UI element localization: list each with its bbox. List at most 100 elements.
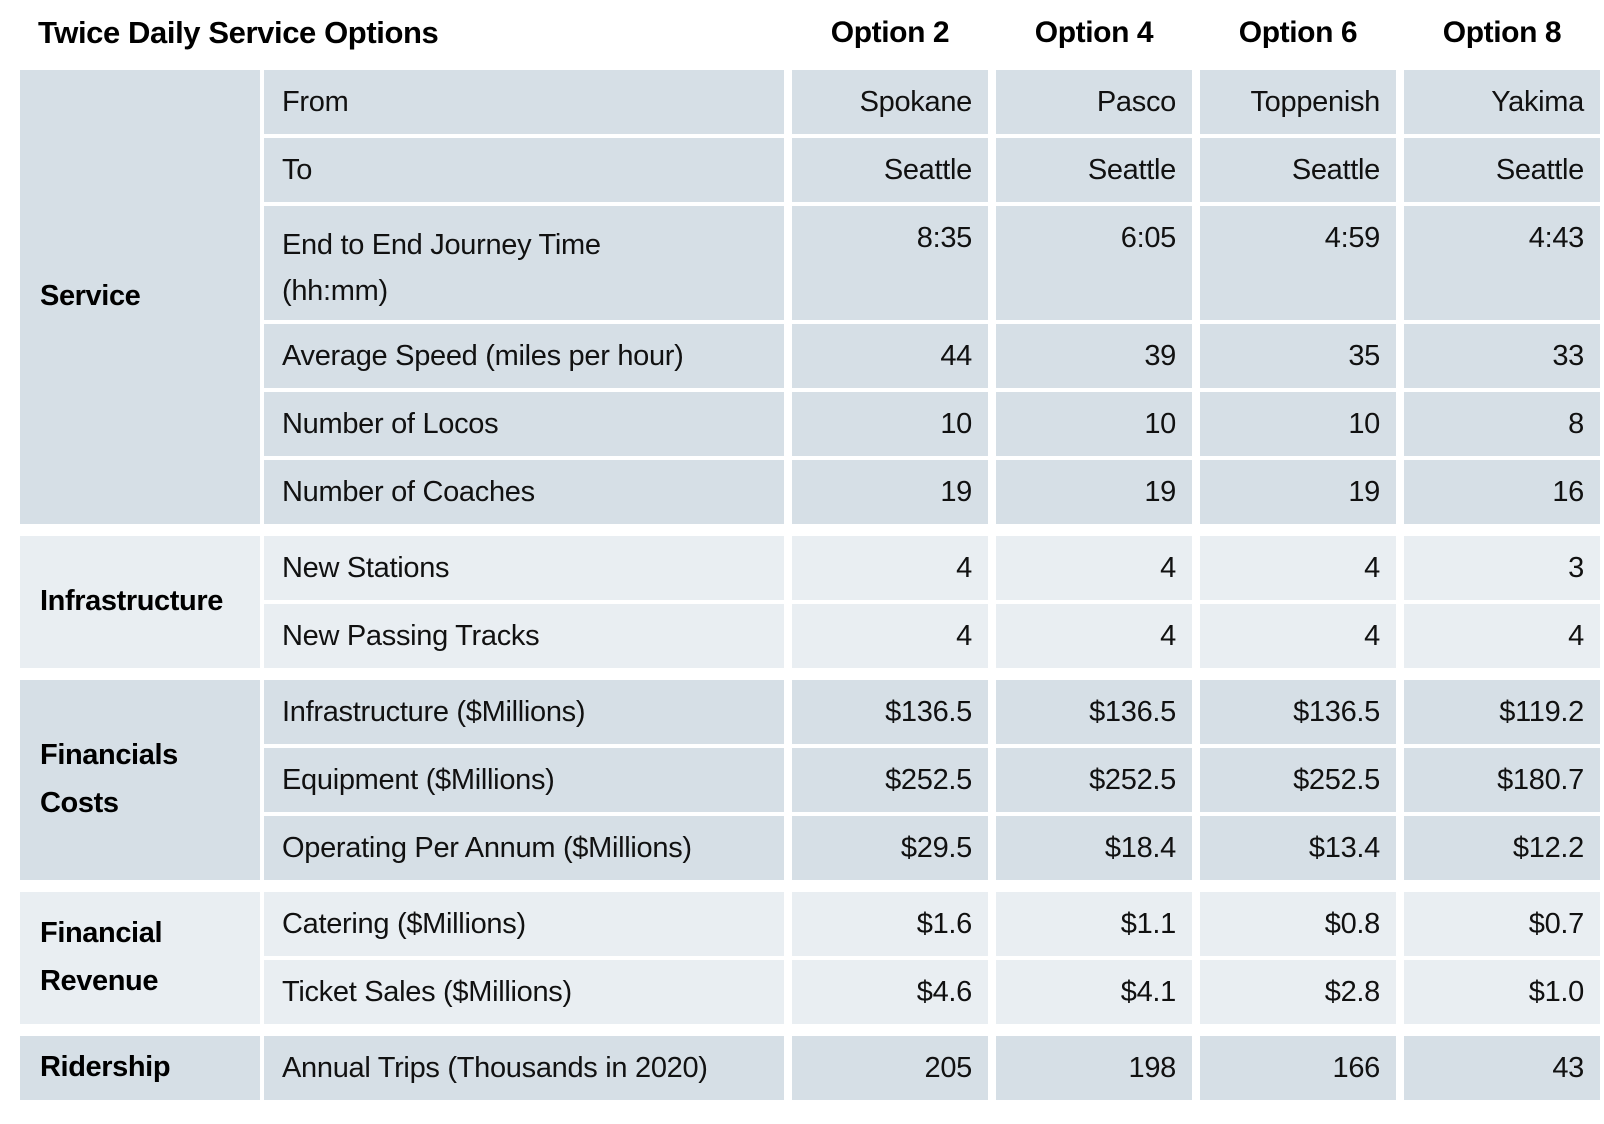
value-cell: $13.4: [1200, 816, 1396, 880]
value-cell: 4: [996, 604, 1192, 668]
value-cell: $136.5: [996, 680, 1192, 744]
group-rows: New Stations 4 4 4 3 New Passing Tracks …: [264, 536, 1600, 668]
row-label-cell: Average Speed (miles per hour): [264, 324, 784, 388]
value-cell: 10: [792, 392, 988, 456]
group-rows: From Spokane Pasco Toppenish Yakima To S…: [264, 70, 1600, 524]
value-cell: 8: [1404, 392, 1600, 456]
group-label: Ridership: [40, 1051, 171, 1084]
value-cell: Seattle: [996, 138, 1192, 202]
row-label-cell: From: [264, 70, 784, 134]
row-label-cell: Operating Per Annum ($Millions): [264, 816, 784, 880]
group-label-cell-financial-revenue: Financial Revenue: [20, 892, 260, 1024]
value-cell: 39: [996, 324, 1192, 388]
row-label-cell: Infrastructure ($Millions): [264, 680, 784, 744]
table-header-row: Twice Daily Service Options Option 2 Opt…: [20, 0, 1604, 66]
value-cell: 4: [1200, 536, 1396, 600]
value-cell: $4.6: [792, 960, 988, 1024]
row-label-cell: Number of Coaches: [264, 460, 784, 524]
row-label-cell: Catering ($Millions): [264, 892, 784, 956]
value-cell: $4.1: [996, 960, 1192, 1024]
column-headers: Option 2 Option 4 Option 6 Option 8: [792, 16, 1600, 50]
value-cell: Spokane: [792, 70, 988, 134]
value-cell: 16: [1404, 460, 1600, 524]
column-header-option-6: Option 6: [1238, 16, 1358, 49]
table-row-to: To Seattle Seattle Seattle Seattle: [264, 138, 1600, 202]
group-label-cell-financials-costs: Financials Costs: [20, 680, 260, 880]
value-cell: 4: [1404, 604, 1600, 668]
table-row-number-of-coaches: Number of Coaches 19 19 19 16: [264, 460, 1600, 524]
column-header-option-8: Option 8: [1442, 16, 1562, 49]
value-cell: Toppenish: [1200, 70, 1396, 134]
group-label-cell-ridership: Ridership: [20, 1036, 260, 1100]
group-label: Financials Costs: [40, 739, 178, 819]
value-cell: $12.2: [1404, 816, 1600, 880]
value-cell: 43: [1404, 1036, 1600, 1100]
value-cell: Seattle: [792, 138, 988, 202]
value-cell: 19: [1200, 460, 1396, 524]
row-label: Average Speed (miles per hour): [282, 339, 684, 372]
value-cell: 35: [1200, 324, 1396, 388]
group-section-financials-costs: Financials Costs Infrastructure ($Millio…: [20, 680, 1604, 880]
table-row-from: From Spokane Pasco Toppenish Yakima: [264, 70, 1600, 134]
value-cell: 4:43: [1404, 206, 1600, 320]
row-label-cell: New Stations: [264, 536, 784, 600]
table-row-average-speed: Average Speed (miles per hour) 44 39 35 …: [264, 324, 1600, 388]
value-cell: 166: [1200, 1036, 1396, 1100]
table-row-annual-trips: Annual Trips (Thousands in 2020) 205 198…: [264, 1036, 1600, 1100]
value-cell: 8:35: [792, 206, 988, 320]
group-label-cell-service: Service: [20, 70, 260, 524]
row-label: New Stations: [282, 551, 450, 584]
value-cell: 10: [1200, 392, 1396, 456]
value-cell: $252.5: [792, 748, 988, 812]
group-label: Service: [40, 280, 141, 313]
row-label-cell: Equipment ($Millions): [264, 748, 784, 812]
value-cell: $252.5: [996, 748, 1192, 812]
column-header-option-4: Option 4: [1034, 16, 1154, 49]
row-label: Equipment ($Millions): [282, 763, 555, 796]
row-label: Ticket Sales ($Millions): [282, 975, 572, 1008]
table-row-catering-revenue: Catering ($Millions) $1.6 $1.1 $0.8 $0.7: [264, 892, 1600, 956]
value-cell: $0.7: [1404, 892, 1600, 956]
title-cell: Twice Daily Service Options: [20, 15, 784, 51]
row-label: Annual Trips (Thousands in 2020): [282, 1051, 708, 1084]
value-cell: Seattle: [1200, 138, 1396, 202]
group-rows: Infrastructure ($Millions) $136.5 $136.5…: [264, 680, 1600, 880]
row-label: Number of Locos: [282, 407, 499, 440]
value-cell: $0.8: [1200, 892, 1396, 956]
row-label: To: [282, 153, 313, 186]
column-header-option-2: Option 2: [830, 16, 950, 49]
value-cell: $1.0: [1404, 960, 1600, 1024]
value-cell: 4:59: [1200, 206, 1396, 320]
value-cell: $252.5: [1200, 748, 1396, 812]
row-label: Infrastructure ($Millions): [282, 695, 586, 728]
row-label: From: [282, 85, 349, 118]
row-label-cell: Annual Trips (Thousands in 2020): [264, 1036, 784, 1100]
group-section-service: Service From Spokane Pasco Toppenish Yak…: [20, 70, 1604, 524]
value-cell: Yakima: [1404, 70, 1600, 134]
value-cell: 4: [792, 536, 988, 600]
table-row-new-stations: New Stations 4 4 4 3: [264, 536, 1600, 600]
row-label: Number of Coaches: [282, 475, 535, 508]
group-label: Financial Revenue: [40, 917, 163, 997]
row-label-cell: End to End Journey Time (hh:mm): [264, 206, 784, 320]
value-cell: $2.8: [1200, 960, 1396, 1024]
value-cell: 4: [1200, 604, 1396, 668]
value-cell: $119.2: [1404, 680, 1600, 744]
table-row-number-of-locos: Number of Locos 10 10 10 8: [264, 392, 1600, 456]
group-section-ridership: Ridership Annual Trips (Thousands in 202…: [20, 1036, 1604, 1100]
table-row-journey-time: End to End Journey Time (hh:mm) 8:35 6:0…: [264, 206, 1600, 320]
group-rows: Annual Trips (Thousands in 2020) 205 198…: [264, 1036, 1600, 1100]
group-label: Infrastructure: [40, 585, 223, 618]
value-cell: 19: [792, 460, 988, 524]
value-cell: 10: [996, 392, 1192, 456]
page-title: Twice Daily Service Options: [38, 15, 439, 50]
group-section-financial-revenue: Financial Revenue Catering ($Millions) $…: [20, 892, 1604, 1024]
group-label-cell-infrastructure: Infrastructure: [20, 536, 260, 668]
row-label-cell: Ticket Sales ($Millions): [264, 960, 784, 1024]
value-cell: $136.5: [1200, 680, 1396, 744]
value-cell: 19: [996, 460, 1192, 524]
value-cell: $29.5: [792, 816, 988, 880]
row-label-cell: New Passing Tracks: [264, 604, 784, 668]
value-cell: $180.7: [1404, 748, 1600, 812]
